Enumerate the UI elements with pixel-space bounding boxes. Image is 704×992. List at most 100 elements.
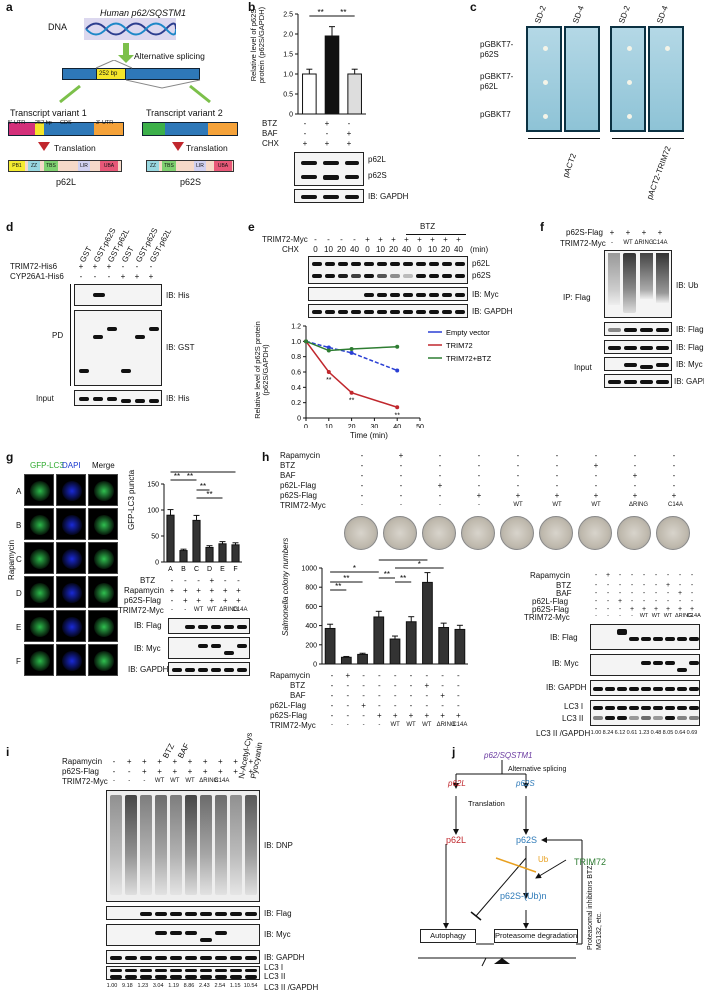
g-row-label: E [16,623,22,632]
band [125,975,137,979]
bar [405,621,417,665]
h-blot-val: - [630,598,634,605]
i-blot-myc [106,924,260,946]
c-col-1: SD-2 [533,4,548,25]
band [665,687,675,691]
i-row-val: + [142,757,147,766]
g-blot-myc [168,637,250,659]
g-cell-image [88,508,118,540]
g-cond-val: - [170,576,174,585]
e-trim-val: + [404,235,409,244]
smear [125,795,137,895]
h-blot-val: WT [639,613,649,619]
band [200,975,212,979]
b-cell: + [346,139,352,148]
i-ratio-val: 2.43 [199,983,210,989]
band [593,687,603,691]
g-cond-val: + [196,596,201,605]
f-blot-flag-in [604,340,672,354]
g-cond-val: + [169,586,175,595]
splice-lines [95,60,201,89]
h-ratio-val: 8.05 [662,730,674,736]
band [215,912,227,916]
i-row-val: WT [185,778,195,784]
h-blot-val: - [631,613,633,619]
h-b-baf: BAF [556,589,572,598]
b-cell: + [324,139,330,148]
g-cell-image [24,610,54,642]
x-tick-label: C [194,566,199,573]
h-top-val: - [672,481,676,490]
h-top-val: WT [552,502,562,508]
band [641,687,651,691]
c-col-3: SD-2 [617,4,632,25]
e-chx-val: 10 [376,245,385,254]
band [377,293,387,297]
h-row-val: - [346,722,349,728]
band [689,637,699,641]
band [403,310,413,314]
f-trim-val: ΔRING [634,240,654,246]
f-p62-val: + [625,228,631,237]
h-top-val: - [400,502,402,508]
h-top-val: - [477,481,481,490]
h-blot-val: - [594,590,598,597]
h-row-val: - [441,681,444,690]
h-row-val: + [440,691,445,700]
i-row-val: + [172,767,178,776]
e-trim-val: - [327,235,330,244]
series-point [395,405,400,410]
band [125,956,137,960]
h-row-val: - [409,681,413,690]
i-row-val: + [218,757,223,766]
y-tick-label: 1.2 [291,324,301,331]
h-top-val: - [360,461,364,470]
domain-tbs-s: TBS [162,161,176,171]
i-lc3ii: LC3 II [264,972,286,981]
h-top-val: - [360,471,364,480]
band [155,975,167,979]
x-tick-label: F [233,566,237,573]
h-top-val: - [361,502,363,508]
h-row-val: - [409,701,413,710]
domain-lir-s: LIR [194,161,206,171]
g-cell-nucleus [62,617,82,637]
y-tick-label: 2.5 [283,12,293,19]
b-gapdh-label: IB: GAPDH [368,192,409,201]
h-petri-dish [500,516,534,550]
e-btz: BTZ [420,222,436,231]
band [442,274,452,278]
h-top-val: WT [591,502,601,508]
band [605,706,615,710]
h-row-val: - [330,711,334,720]
arrow-down-icon [118,55,134,63]
translation-label-1: Translation [54,143,96,153]
g-blot-flag [168,618,250,634]
h-ratio-val: 6.12 [614,730,626,736]
h-top-p62s: p62S-Flag [280,491,317,500]
h-blot-val: + [677,606,683,613]
y-tick-label: 0.5 [283,92,293,99]
band [215,931,227,935]
i-ratio-val: 1.00 [106,983,118,989]
h-petri-dish [617,516,651,550]
y-tick-label: 1.5 [283,52,293,59]
h-row-val: + [408,711,414,720]
domain-pb1: PB1 [9,161,25,171]
h-row-val: + [440,711,445,720]
band [140,956,152,960]
band [245,956,257,960]
h-blot-val: - [594,572,598,579]
j-ub: Ub [538,855,549,864]
i-row-val: + [187,757,193,766]
panel-label-h: h [262,450,270,464]
d-trim-val: - [121,262,125,271]
i-ib-gapdh: IB: GAPDH [264,953,305,962]
h-row-btz: BTZ [290,681,306,690]
e-chx: CHX [282,245,299,254]
e-chx-val: 20 [337,245,346,254]
h-top-val: - [555,481,559,490]
h-top-val: - [672,461,676,470]
h-blot-val: - [606,590,610,597]
f-trim-val: WT [623,240,633,246]
